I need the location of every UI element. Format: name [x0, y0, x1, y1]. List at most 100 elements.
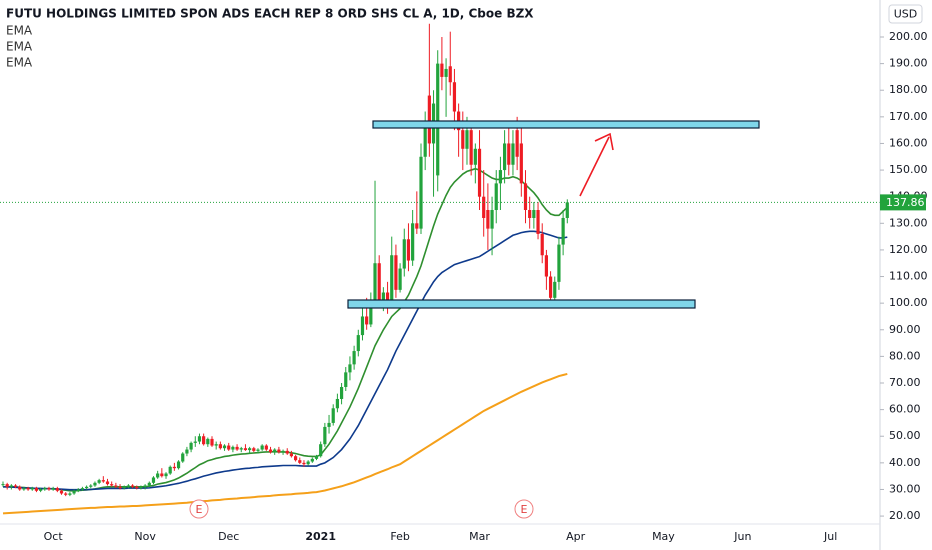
candle-body	[110, 484, 114, 486]
candle-body	[151, 477, 156, 483]
candle-body	[122, 486, 126, 489]
candle-body	[76, 489, 80, 491]
y-tick-label: 50.00	[889, 429, 921, 442]
x-tick-label: Nov	[134, 530, 156, 543]
y-tick-label: 20.00	[889, 509, 921, 522]
earnings-marker: E	[189, 499, 209, 519]
candle-body	[64, 493, 68, 495]
ema-line	[2, 372, 568, 515]
y-tick-label: 70.00	[889, 376, 921, 389]
candle-body	[9, 485, 13, 487]
candle-body	[298, 460, 302, 463]
candle-body	[314, 456, 319, 459]
candle-body	[335, 398, 339, 409]
arrow-line	[579, 136, 610, 197]
candle-body	[256, 449, 260, 451]
y-tick-label: 90.00	[889, 323, 921, 336]
y-tick-label: 180.00	[889, 83, 928, 96]
candle-body	[553, 281, 557, 298]
candle-body	[143, 485, 147, 487]
candle-body	[348, 364, 352, 373]
candle-body	[252, 448, 256, 451]
candle-body	[227, 445, 231, 450]
candle-body	[390, 255, 394, 306]
y-tick-label: 120.00	[889, 243, 928, 256]
candle-body	[202, 436, 206, 445]
candle-body	[519, 143, 523, 184]
candle-body	[469, 130, 473, 165]
y-tick-label: 110.00	[889, 270, 928, 283]
x-tick-label: Dec	[218, 530, 239, 543]
candle-body	[101, 480, 105, 482]
candle-body	[160, 473, 164, 477]
candle-body	[419, 156, 423, 229]
candle-body	[528, 209, 532, 218]
y-tick-label: 60.00	[889, 403, 921, 416]
candle-body	[59, 490, 64, 494]
candle-body	[503, 143, 507, 171]
candle-body	[406, 239, 411, 261]
candle-body	[105, 481, 110, 485]
x-tick-label: Apr	[566, 530, 586, 543]
candle-body	[168, 466, 172, 474]
candle-body	[381, 292, 385, 304]
candle-body	[130, 485, 135, 487]
candle-body	[331, 408, 335, 423]
candle-body	[498, 170, 503, 184]
candle-body	[1, 484, 5, 486]
currency-label: USD	[894, 8, 918, 21]
x-tick-label: May	[652, 530, 675, 543]
candle-body	[55, 488, 59, 491]
candle-body	[448, 66, 452, 83]
legend-entry: EMA	[6, 40, 33, 54]
candle-body	[51, 488, 55, 490]
legend-entry: EMA	[6, 24, 33, 38]
candle-body	[214, 444, 218, 446]
candle-body	[523, 183, 528, 210]
candle-body	[536, 209, 540, 234]
candle-body	[411, 223, 415, 261]
candle-body	[210, 438, 214, 446]
candle-body	[473, 148, 477, 165]
candle-body	[323, 426, 327, 445]
candle-body	[13, 485, 18, 487]
candle-body	[197, 436, 202, 442]
arrow	[579, 132, 614, 197]
candle-body	[260, 445, 264, 450]
candle-body	[394, 255, 398, 290]
candle-body	[68, 493, 72, 495]
candle-body	[440, 63, 444, 77]
candle-body	[532, 209, 536, 218]
candle-body	[289, 453, 294, 457]
candle-body	[189, 442, 193, 450]
candle-body	[239, 448, 243, 450]
last-price-label: 137.86	[886, 196, 925, 209]
y-tick-label: 80.00	[889, 349, 921, 362]
candle-body	[356, 335, 360, 352]
candle-body	[398, 268, 402, 290]
candle-body	[248, 448, 252, 451]
candle-body	[243, 448, 248, 451]
candle-body	[264, 445, 268, 450]
candle-body	[22, 488, 26, 490]
candle-body	[172, 466, 176, 469]
y-tick-label: 130.00	[889, 216, 928, 229]
candle-body	[268, 449, 273, 453]
candle-body	[511, 143, 515, 165]
candle-body	[377, 263, 381, 304]
candle-body	[365, 316, 369, 325]
support-zone	[347, 299, 696, 309]
candle-body	[369, 300, 373, 325]
candle-body	[156, 473, 160, 478]
candle-body	[465, 130, 469, 149]
candle-body	[181, 453, 185, 462]
candle-body	[565, 202, 569, 218]
x-tick-label: Jul	[823, 530, 837, 543]
last-price-box	[880, 194, 926, 211]
earnings-circle	[189, 499, 209, 519]
candle-body	[385, 292, 390, 306]
candle-body	[373, 263, 377, 301]
candle-body	[273, 449, 277, 453]
y-tick-label: 40.00	[889, 456, 921, 469]
